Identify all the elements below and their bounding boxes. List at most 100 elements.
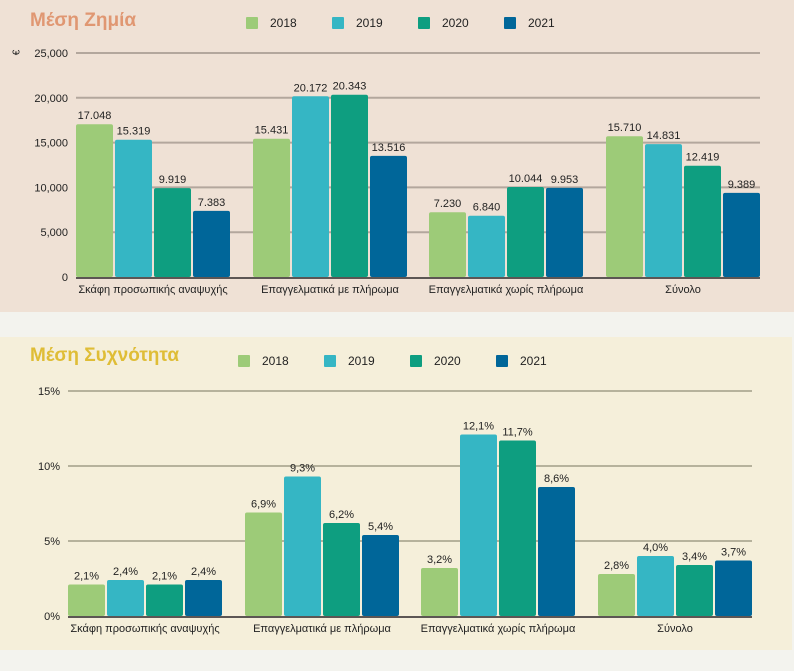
y-tick-label: 10% (38, 461, 60, 473)
data-label: 5,4% (368, 521, 393, 533)
data-label: 7.383 (198, 197, 226, 209)
data-label: 15.710 (608, 122, 642, 134)
legend-label: 2018 (262, 354, 289, 368)
bar-2019 (107, 580, 144, 616)
bar-2021 (185, 580, 222, 616)
y-tick-label: 20,000 (34, 93, 68, 105)
data-label: 9,3% (290, 463, 315, 475)
legend-item-2018: 2018 (238, 354, 324, 368)
y-tick-label: 25,000 (34, 48, 68, 60)
data-label: 20.172 (294, 82, 328, 94)
y-tick-label: 5,000 (40, 227, 68, 239)
bar-2018 (76, 124, 113, 277)
data-label: 2,1% (74, 571, 99, 583)
bar-2020 (676, 565, 713, 616)
legend-swatch (418, 17, 430, 29)
average-loss-panel: Μέση Ζημία 2018 2019 2020 2021 € 0 5,000 1… (0, 0, 794, 312)
legend: 2018 2019 2020 2021 (238, 354, 582, 368)
data-label: 9.919 (159, 174, 187, 186)
data-label: 7.230 (434, 198, 462, 210)
y-tick-label: 5% (44, 536, 60, 548)
data-label: 3,2% (427, 554, 452, 566)
bar-2018 (429, 212, 466, 277)
data-label: 10.044 (509, 173, 543, 185)
average-loss-chart: 0 5,000 10,000 15,000 20,000 25,000 17.048 15.4… (34, 48, 760, 296)
legend-label: 2021 (520, 354, 547, 368)
data-label: 17.048 (78, 110, 112, 122)
legend-item-2018: 2018 (246, 16, 332, 30)
data-label: 13.516 (372, 142, 406, 154)
bar-2019 (292, 96, 329, 277)
legend-item-2019: 2019 (332, 16, 418, 30)
data-label: 2,4% (191, 566, 216, 578)
data-label: 6,2% (329, 509, 354, 521)
y-tick-label: 15% (38, 386, 60, 398)
legend-swatch (246, 17, 258, 29)
data-label: 3,4% (682, 551, 707, 563)
data-label: 3,7% (721, 547, 746, 559)
bar-2019 (284, 476, 321, 616)
bar-2018 (68, 584, 105, 616)
bar-2018 (253, 138, 290, 277)
chart-title: Μέση Ζημία (30, 10, 137, 31)
legend-swatch (324, 355, 336, 367)
legend-item-2019: 2019 (324, 354, 410, 368)
legend-swatch (410, 355, 422, 367)
category-label: Επαγγελματικά χωρίς πλήρωμα (429, 284, 584, 296)
bar-2020 (154, 188, 191, 277)
legend-item-2020: 2020 (410, 354, 496, 368)
category-label: Επαγγελματικά με πλήρωμα (261, 284, 399, 296)
category-label: Σύνολο (657, 623, 693, 635)
legend: 2018 2019 2020 2021 (246, 16, 590, 30)
bar-2018 (598, 574, 635, 616)
bar-2019 (637, 556, 674, 616)
average-frequency-panel: Μέση Συχνότητα 2018 2019 2020 2021 0% 5% 1… (0, 337, 792, 650)
data-label: 2,8% (604, 560, 629, 572)
bar-2019 (645, 144, 682, 277)
data-label: 6,9% (251, 499, 276, 511)
data-label: 4,0% (643, 542, 668, 554)
bar-2020 (323, 523, 360, 616)
data-label: 9.953 (551, 174, 579, 186)
y-tick-label: 0 (62, 272, 68, 284)
category-label: Σύνολο (665, 284, 701, 296)
category-label: Επαγγελματικά με πλήρωμα (253, 623, 391, 635)
data-label: 2,4% (113, 566, 138, 578)
bar-2018 (421, 568, 458, 616)
legend-item-2021: 2021 (504, 16, 590, 30)
legend-swatch (496, 355, 508, 367)
bar-2019 (468, 215, 505, 277)
legend-label: 2019 (348, 354, 375, 368)
legend-item-2020: 2020 (418, 16, 504, 30)
bar-2021 (193, 210, 230, 277)
bar-2021 (362, 535, 399, 616)
legend-item-2021: 2021 (496, 354, 582, 368)
y-tick-label: 0% (44, 611, 60, 623)
legend-label: 2020 (434, 354, 461, 368)
chart-title: Μέση Συχνότητα (30, 345, 180, 366)
data-label: 8,6% (544, 473, 569, 485)
data-label: 12.419 (686, 152, 720, 164)
legend-label: 2021 (528, 16, 555, 30)
data-label: 11,7% (502, 427, 533, 439)
average-frequency-chart: 0% 5% 10% 15% 2,1% 6,9% 3,2% 2,8% 2,4% 9,3% 12,1% 4… (38, 386, 752, 635)
bar-2019 (460, 434, 497, 616)
legend-swatch (238, 355, 250, 367)
bar-2021 (723, 192, 760, 277)
data-label: 20.343 (333, 81, 367, 93)
data-label: 14.831 (647, 130, 681, 142)
y-tick-label: 10,000 (34, 182, 68, 194)
category-label: Σκάφη προσωπικής αναψυχής (70, 623, 219, 635)
bar-2021 (715, 560, 752, 616)
bar-2020 (146, 584, 183, 616)
legend-label: 2020 (442, 16, 469, 30)
legend-label: 2018 (270, 16, 297, 30)
data-label: 9.389 (728, 179, 756, 191)
legend-swatch (504, 17, 516, 29)
bar-2021 (538, 487, 575, 616)
data-label: 6.840 (473, 202, 501, 214)
bar-2021 (370, 155, 407, 277)
bar-2020 (507, 187, 544, 277)
bar-2018 (245, 512, 282, 616)
y-tick-label: 15,000 (34, 138, 68, 150)
